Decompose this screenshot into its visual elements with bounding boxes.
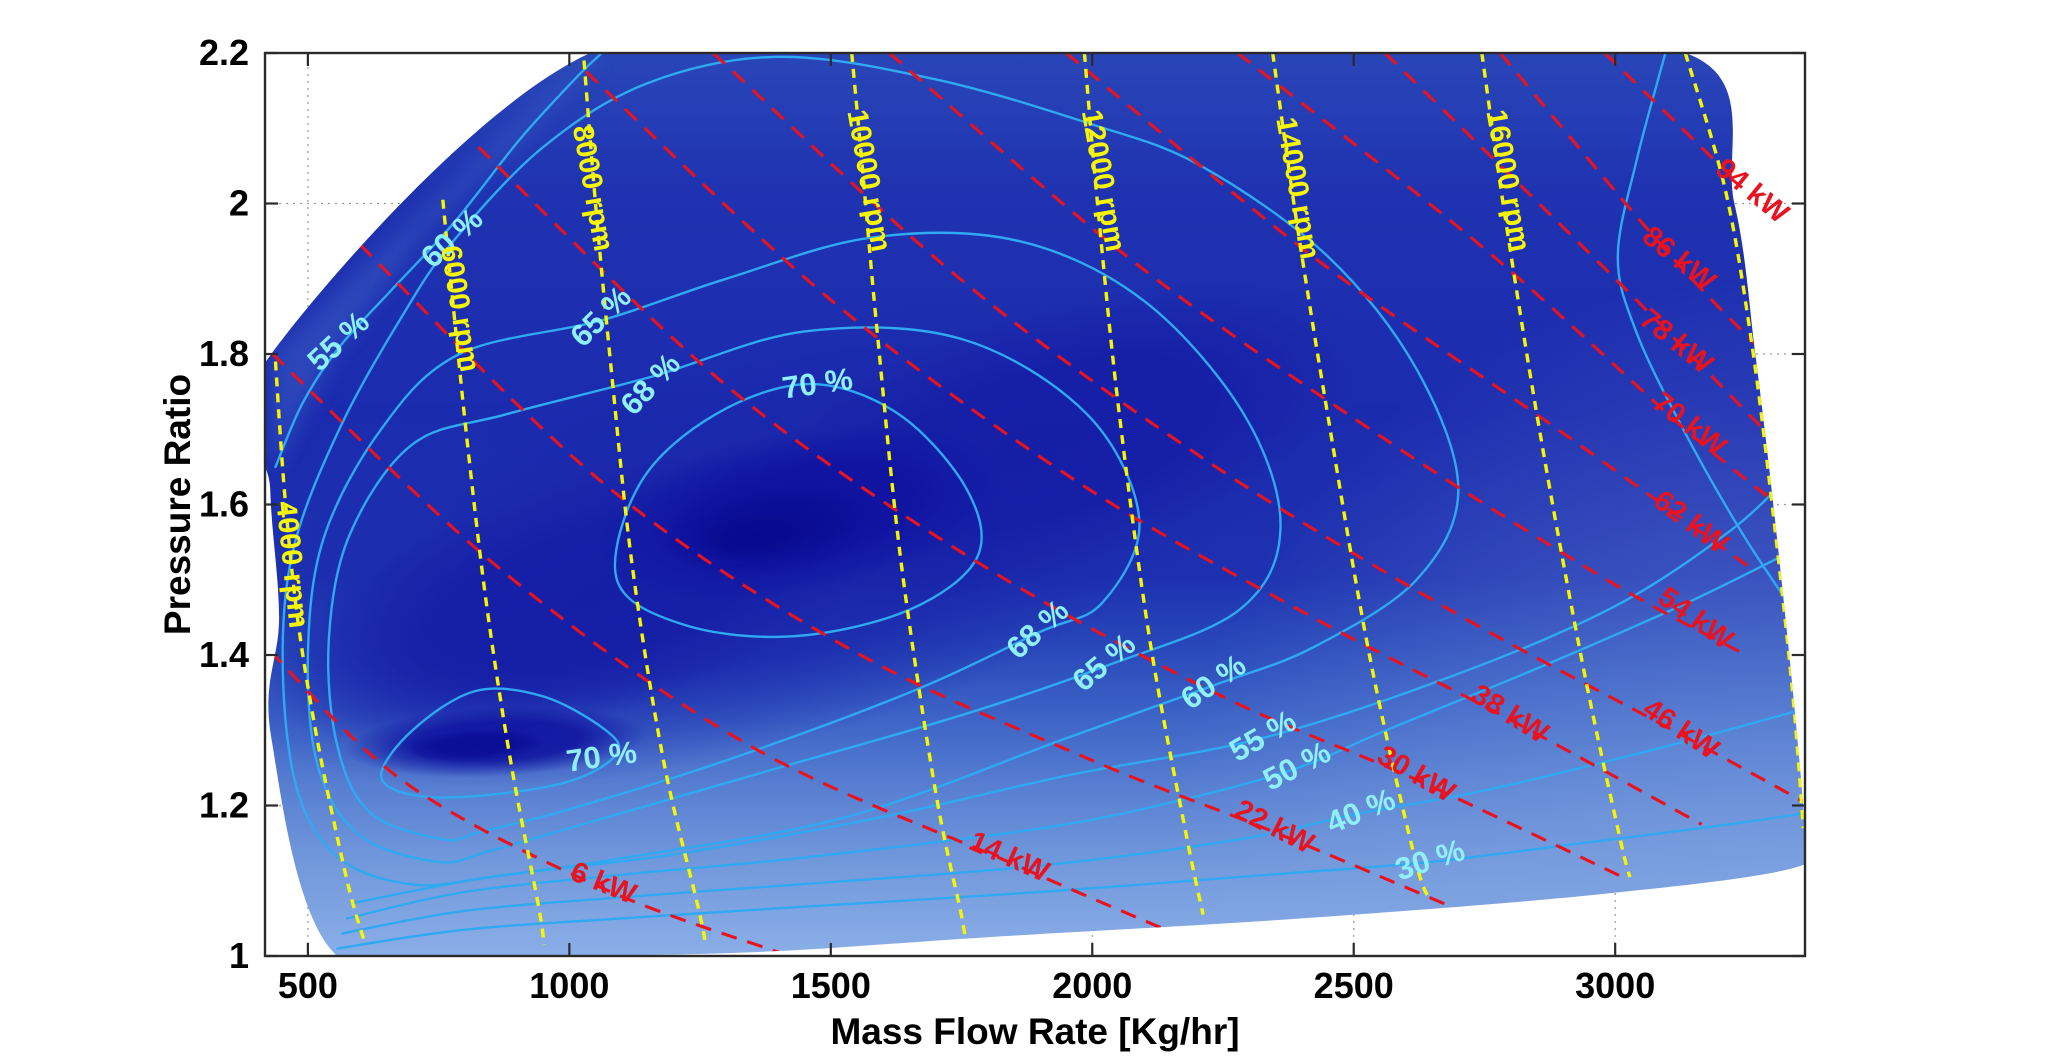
x-axis-label: Mass Flow Rate [Kg/hr] <box>830 1011 1239 1052</box>
efficiency-contour-60-6 <box>281 55 1460 887</box>
x-tick-label-1000: 1000 <box>529 965 609 1006</box>
speed-line-6000rpm <box>441 199 546 945</box>
efficiency-shading-blob-5 <box>702 511 814 558</box>
axes-ticks <box>265 51 1805 958</box>
power-contour-22kw <box>359 243 1466 914</box>
y-tick-label-1.8: 1.8 <box>199 333 249 374</box>
efficiency-shading-blob-7 <box>405 728 546 762</box>
y-tick-label-2.2: 2.2 <box>199 32 249 73</box>
efficiency-contour-65-7 <box>306 231 1282 864</box>
power-contour-70kw <box>1236 53 1789 514</box>
speed-line-16000rpm <box>1480 53 1632 878</box>
plot-area: 30 %40 %50 %55 %55 %60 %60 %65 %65 %68 %… <box>265 53 1805 956</box>
efficiency-contours <box>274 53 1805 950</box>
efficiency-contour-68-8 <box>326 326 1141 842</box>
x-tick-label-1500: 1500 <box>791 965 871 1006</box>
y-tick-label-2: 2 <box>229 183 249 224</box>
power-contour-14kw <box>271 352 1167 932</box>
speed-line-14000rpm <box>1271 53 1432 901</box>
y-axis-label: Pressure Ratio <box>157 374 198 635</box>
efficiency-contour-40-1 <box>341 710 1797 935</box>
power-contour-6kw <box>269 650 780 954</box>
power-contour-46kw <box>712 53 1805 804</box>
x-tick-label-2000: 2000 <box>1052 965 1132 1006</box>
y-tick-label-1.2: 1.2 <box>199 785 249 826</box>
power-contour-86kw <box>1498 53 1805 408</box>
efficiency-contour-55-5 <box>1616 53 1789 604</box>
x-tick-label-3000: 3000 <box>1575 965 1655 1006</box>
efficiency-contour-70-10 <box>379 687 621 799</box>
y-tick-label-1.6: 1.6 <box>199 484 249 525</box>
speed-line-4000rpm <box>273 361 368 946</box>
efficiency-contour-50-2 <box>345 556 1782 920</box>
efficiency-contour-55-4 <box>274 53 603 469</box>
map-envelope-group <box>265 53 1805 956</box>
y-tick-label-1.4: 1.4 <box>199 634 249 675</box>
power-contour-30kw <box>477 145 1624 879</box>
x-tick-label-500: 500 <box>278 965 338 1006</box>
y-tick-label-1: 1 <box>229 935 249 976</box>
power-contour-38kw <box>585 70 1703 826</box>
axes-text: 500 1000 1500 2000 2500 3000 1 1.2 1.4 1.6 1.8 2 2.2 <box>199 32 1655 1006</box>
efficiency-contour-30-0 <box>336 811 1805 950</box>
speed-line-10000rpm <box>850 53 968 942</box>
efficiency-contour-70-9 <box>613 382 983 639</box>
speed-line-boundary <box>1683 53 1805 829</box>
speed-lines <box>273 53 1805 946</box>
x-tick-label-2500: 2500 <box>1314 965 1394 1006</box>
